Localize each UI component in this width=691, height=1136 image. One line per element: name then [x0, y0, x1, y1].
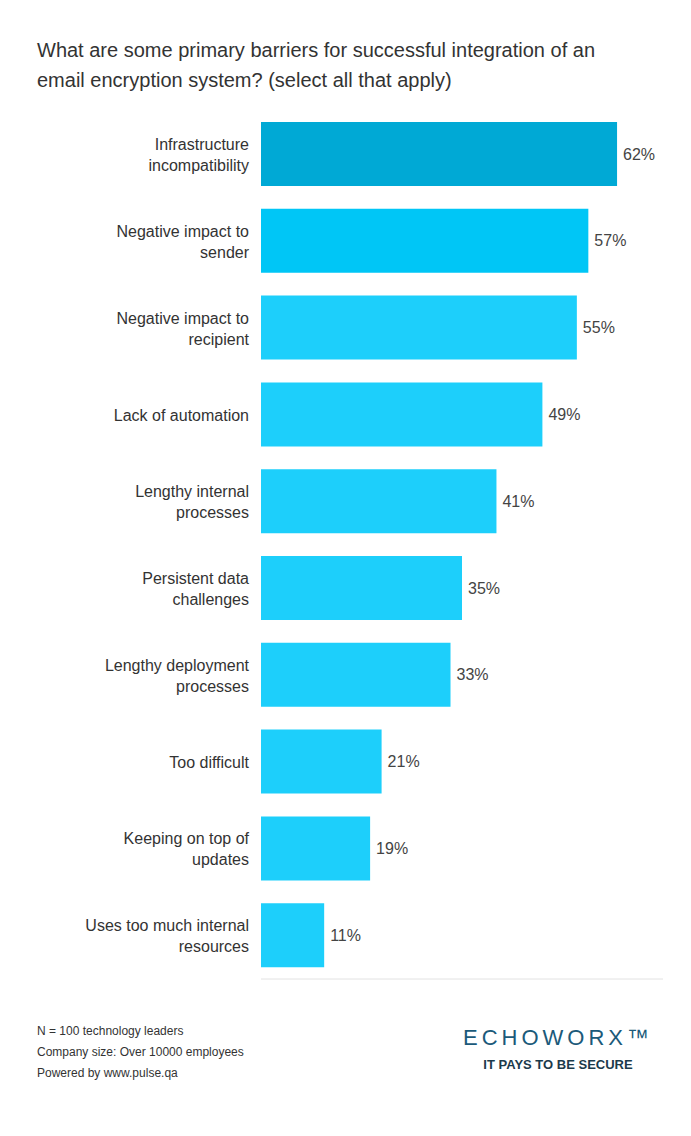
svg-text:Lack of automation: Lack of automation — [114, 406, 249, 423]
svg-text:Lengthy internalprocesses: Lengthy internalprocesses — [135, 483, 249, 521]
svg-text:Negative impact torecipient: Negative impact torecipient — [116, 309, 249, 347]
svg-text:35%: 35% — [468, 580, 500, 597]
svg-text:19%: 19% — [376, 840, 408, 857]
html-text:N = 100 technology leaders: N = 100 technology leaders — [37, 1024, 184, 1038]
svg-text:Persistent datachallenges: Persistent datachallenges — [142, 569, 249, 607]
svg-text:Negative impact tosender: Negative impact tosender — [116, 222, 249, 260]
svg-text:57%: 57% — [594, 232, 626, 249]
svg-text:Uses too much internalresource: Uses too much internalresources — [85, 917, 249, 955]
svg-text:41%: 41% — [502, 493, 534, 510]
html-text:ECHOWORX™: ECHOWORX™ — [463, 1025, 653, 1050]
svg-text:49%: 49% — [548, 406, 580, 423]
svg-text:55%: 55% — [583, 319, 615, 336]
html-text:Company size: Over 10000 emplo: Company size: Over 10000 employees — [37, 1045, 244, 1059]
svg-text:Keeping on top ofupdates: Keeping on top ofupdates — [124, 830, 250, 868]
svg-text:11%: 11% — [330, 927, 361, 944]
svg-text:21%: 21% — [388, 753, 420, 770]
svg-text:Lengthy deploymentprocesses: Lengthy deploymentprocesses — [105, 656, 250, 694]
svg-text:33%: 33% — [457, 666, 489, 683]
html-text:Powered by www.pulse.qa: Powered by www.pulse.qa — [37, 1066, 178, 1080]
html-text:IT PAYS TO BE SECURE: IT PAYS TO BE SECURE — [483, 1057, 633, 1072]
html-text:What are some primary barriers: What are some primary barriers for succe… — [37, 39, 595, 91]
svg-text:Infrastructureincompatibility: Infrastructureincompatibility — [149, 135, 250, 173]
svg-text:62%: 62% — [623, 146, 655, 163]
svg-text:Too difficult: Too difficult — [169, 754, 249, 771]
